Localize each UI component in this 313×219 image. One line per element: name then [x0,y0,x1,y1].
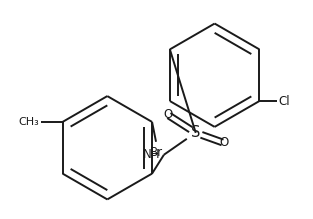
Text: O: O [219,136,228,149]
Text: NH: NH [143,148,161,161]
Text: Cl: Cl [278,95,290,108]
Text: CH₃: CH₃ [18,117,39,127]
Text: Br: Br [150,146,162,159]
Text: S: S [191,125,200,140]
Text: O: O [163,108,172,122]
